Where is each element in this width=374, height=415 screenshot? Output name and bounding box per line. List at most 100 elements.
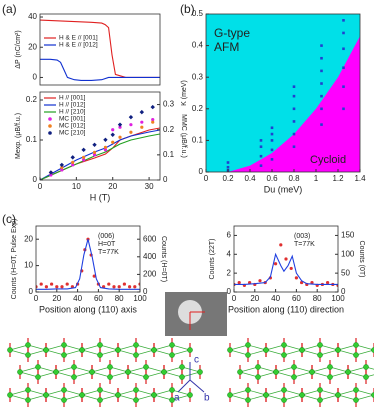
atom — [363, 364, 369, 370]
y-axis-label: Mexp. (μB/f.u.) — [15, 113, 22, 159]
y-tick-label: 40 — [28, 12, 37, 21]
point — [92, 142, 97, 147]
x-tick-label: 60 — [94, 294, 103, 303]
atom — [169, 387, 175, 393]
axis-letter: c — [194, 355, 199, 366]
series-line — [36, 239, 140, 290]
point — [118, 135, 122, 139]
y-tick-label: 0 — [33, 175, 38, 184]
point — [111, 128, 115, 132]
point — [71, 160, 75, 164]
plot-frame — [35, 225, 141, 293]
point — [129, 130, 133, 134]
atom — [317, 397, 323, 403]
atom — [291, 374, 297, 380]
y-tick-label: 0.1 — [26, 135, 38, 144]
atom — [255, 374, 261, 380]
point — [71, 163, 75, 167]
y2-tick-label: 50 — [341, 268, 350, 277]
point — [128, 114, 134, 120]
atom — [35, 374, 41, 380]
x-tick-label: 0.6 — [266, 174, 278, 183]
atom — [179, 374, 185, 380]
point — [59, 162, 65, 168]
point — [320, 56, 323, 60]
point — [103, 145, 108, 149]
point — [140, 120, 144, 124]
atom — [169, 352, 175, 358]
legend-label: MC [210] — [59, 130, 86, 137]
x-tick-label: 0.2 — [222, 174, 234, 183]
axes-triad: a b c — [174, 355, 210, 404]
y-tick-label: 6 — [227, 231, 232, 240]
atom — [281, 342, 287, 348]
point — [60, 168, 64, 172]
plot-frame — [39, 13, 161, 86]
legend-label: H // [210] — [59, 109, 86, 116]
point — [320, 123, 323, 126]
plot-area — [234, 243, 338, 287]
atom — [237, 369, 243, 375]
point — [129, 123, 133, 127]
atom — [17, 369, 23, 375]
point — [133, 285, 137, 289]
point — [117, 285, 121, 289]
point — [112, 285, 116, 289]
atom — [281, 352, 287, 358]
atom — [97, 342, 103, 348]
point — [292, 107, 296, 111]
y2-tick-label: 400 — [143, 252, 157, 261]
x-axis-label: H (T) — [90, 192, 111, 202]
atom — [353, 342, 359, 348]
y-tick-label: 0.1 — [192, 136, 204, 145]
point — [320, 69, 323, 73]
point — [151, 120, 155, 124]
atom — [299, 347, 305, 353]
point — [320, 107, 323, 111]
panel-label: (c) — [2, 212, 16, 226]
point — [320, 82, 323, 85]
x-tick-label: 80 — [313, 294, 322, 303]
y2-tick-label: 200 — [143, 270, 157, 279]
point — [270, 132, 274, 136]
y-axis-label: K (meV) — [181, 80, 188, 106]
atom — [353, 387, 359, 393]
y2-axis-label: Counts (0T) — [358, 241, 365, 278]
atom — [133, 397, 139, 403]
atom — [245, 342, 251, 348]
point — [258, 279, 262, 283]
atom — [317, 352, 323, 358]
point — [226, 161, 230, 164]
atom — [7, 392, 13, 398]
point — [259, 154, 263, 158]
x-tick-label: 0.4 — [244, 174, 256, 183]
annotation: Cycloid — [310, 154, 346, 166]
atom — [353, 397, 359, 403]
point — [259, 164, 263, 167]
point — [292, 132, 296, 136]
legend-label: MC [012] — [59, 123, 86, 130]
atom — [79, 347, 85, 353]
series-line — [234, 252, 338, 286]
point — [326, 280, 330, 285]
atom — [227, 392, 233, 398]
legend-marker — [48, 124, 52, 128]
point — [55, 285, 59, 289]
point — [292, 94, 296, 98]
atom — [97, 387, 103, 393]
legend-label: H & E // [001] — [59, 35, 98, 42]
atom — [327, 374, 333, 380]
point — [92, 150, 97, 154]
point — [140, 125, 144, 129]
atom — [273, 369, 279, 375]
atom — [187, 347, 193, 353]
y2-tick-label: 0 — [143, 287, 148, 296]
y-tick-label: 10 — [24, 261, 33, 270]
x-tick-label: 100 — [133, 294, 147, 303]
x-tick-label: 30 — [145, 182, 154, 191]
atom — [281, 387, 287, 393]
atom — [151, 347, 157, 353]
axis-arrow — [189, 379, 205, 393]
y-tick-label: 20 — [24, 234, 33, 243]
point — [342, 19, 345, 22]
